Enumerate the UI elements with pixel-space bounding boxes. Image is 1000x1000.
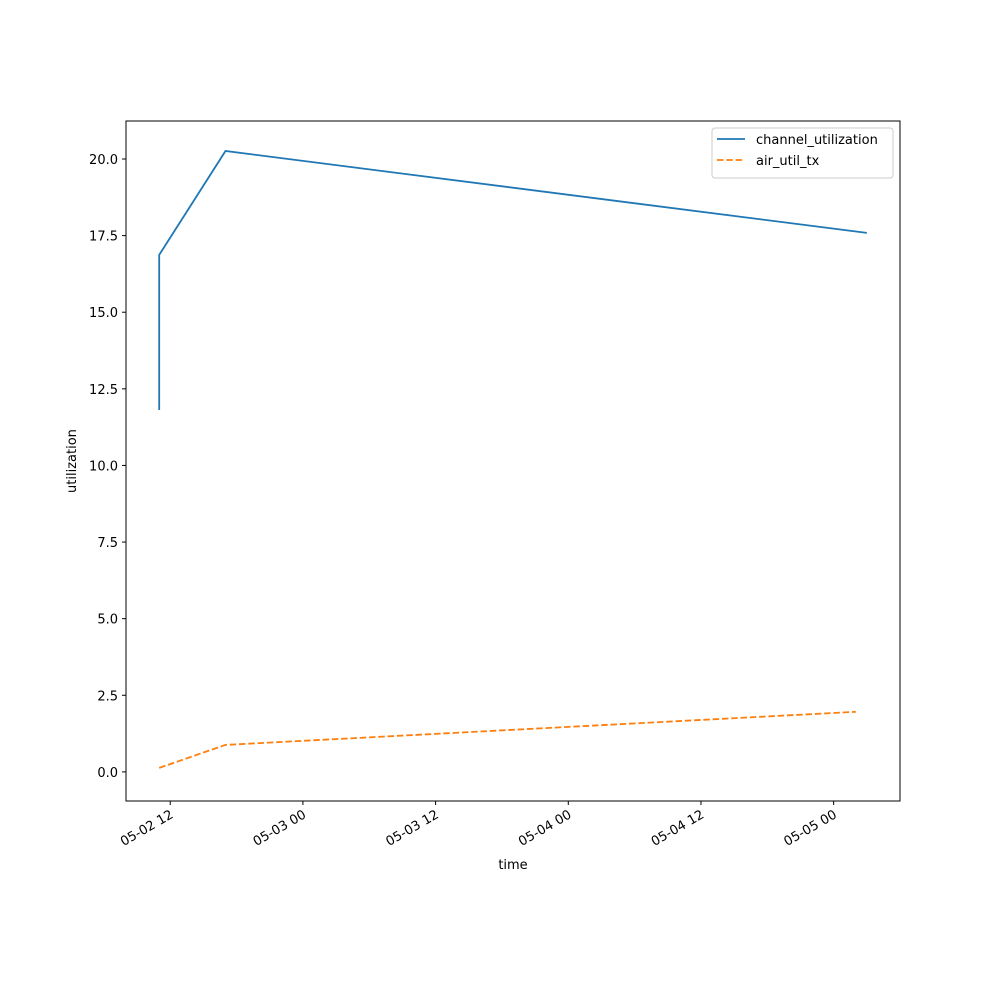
legend-box bbox=[711, 127, 894, 179]
legend-label: channel_utilization bbox=[756, 133, 878, 148]
y-tick-label: 0.0 bbox=[97, 766, 118, 781]
series-line bbox=[158, 150, 867, 410]
x-axis-label: time bbox=[498, 858, 527, 873]
y-axis-label: utilization bbox=[65, 429, 80, 493]
legend-label: air_util_tx bbox=[756, 154, 820, 169]
plot-frame bbox=[125, 120, 901, 802]
series-line bbox=[158, 710, 856, 769]
y-tick-label: 12.5 bbox=[89, 383, 118, 398]
y-tick-label: 7.5 bbox=[97, 536, 118, 551]
y-tick-label: 20.0 bbox=[89, 153, 118, 168]
y-tick-label: 5.0 bbox=[97, 613, 118, 628]
y-tick-label: 17.5 bbox=[89, 230, 118, 245]
y-tick-label: 15.0 bbox=[89, 306, 118, 321]
y-tick-label: 10.0 bbox=[89, 459, 118, 474]
y-tick-label: 2.5 bbox=[97, 689, 118, 704]
